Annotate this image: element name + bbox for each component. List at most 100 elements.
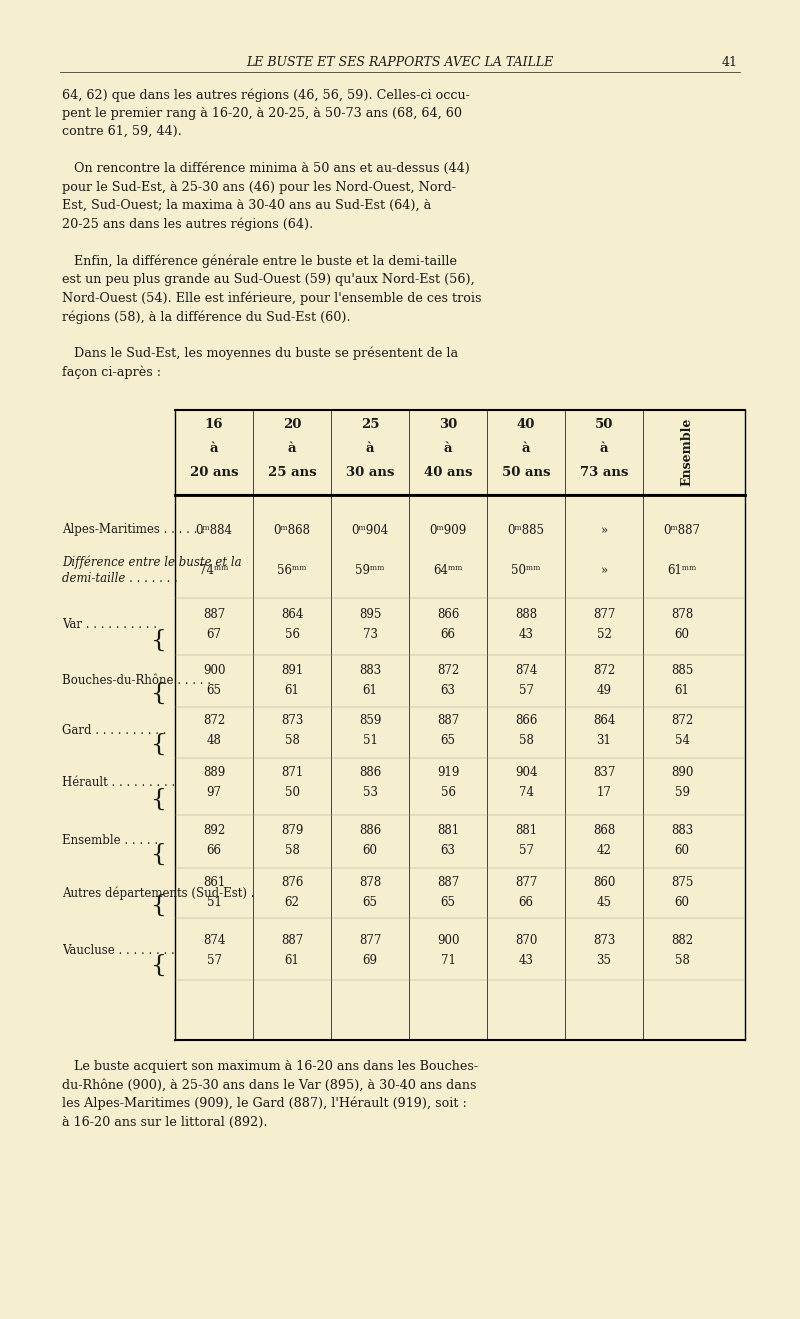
Text: façon ci-après :: façon ci-après : xyxy=(62,365,161,379)
Text: à: à xyxy=(444,442,452,455)
Text: est un peu plus grande au Sud-Ouest (59) qu'aux Nord-Est (56),: est un peu plus grande au Sud-Ouest (59)… xyxy=(62,273,474,286)
Text: 883: 883 xyxy=(359,663,381,677)
Text: régions (58), à la différence du Sud-Est (60).: régions (58), à la différence du Sud-Est… xyxy=(62,310,350,323)
Text: 31: 31 xyxy=(597,733,611,747)
Text: 864: 864 xyxy=(593,714,615,727)
Text: 65: 65 xyxy=(362,897,378,910)
Text: 61: 61 xyxy=(674,683,690,696)
Text: 50: 50 xyxy=(285,786,299,799)
Text: 50 ans: 50 ans xyxy=(502,467,550,480)
Text: 57: 57 xyxy=(206,954,222,967)
Text: 877: 877 xyxy=(359,934,381,947)
Text: 887: 887 xyxy=(203,608,225,621)
Text: 25 ans: 25 ans xyxy=(268,467,316,480)
Text: à: à xyxy=(366,442,374,455)
Text: 860: 860 xyxy=(593,877,615,889)
Text: 874: 874 xyxy=(203,934,225,947)
Text: 886: 886 xyxy=(359,823,381,836)
Text: 43: 43 xyxy=(518,954,534,967)
Text: {: { xyxy=(151,682,167,704)
Text: 56: 56 xyxy=(441,786,455,799)
Text: 42: 42 xyxy=(597,843,611,856)
Text: 30: 30 xyxy=(439,418,457,431)
Text: Bouches-du-Rhône . . . . .: Bouches-du-Rhône . . . . . xyxy=(62,674,211,686)
Text: 63: 63 xyxy=(441,843,455,856)
Text: à: à xyxy=(288,442,296,455)
Text: 0ᵐ885: 0ᵐ885 xyxy=(507,524,545,537)
Text: 878: 878 xyxy=(359,877,381,889)
Text: {: { xyxy=(151,894,167,917)
Text: 877: 877 xyxy=(515,877,537,889)
Text: 64, 62) que dans les autres régions (46, 56, 59). Celles-ci occu-: 64, 62) que dans les autres régions (46,… xyxy=(62,88,470,102)
Text: 62: 62 xyxy=(285,897,299,910)
Text: 61: 61 xyxy=(362,683,378,696)
Text: 61: 61 xyxy=(285,954,299,967)
Text: 71: 71 xyxy=(441,954,455,967)
Text: 0ᵐ884: 0ᵐ884 xyxy=(195,524,233,537)
Text: 97: 97 xyxy=(206,786,222,799)
Text: 25: 25 xyxy=(361,418,379,431)
Text: 58: 58 xyxy=(518,733,534,747)
Text: 891: 891 xyxy=(281,663,303,677)
Text: à: à xyxy=(210,442,218,455)
Text: LE BUSTE ET SES RAPPORTS AVEC LA TAILLE: LE BUSTE ET SES RAPPORTS AVEC LA TAILLE xyxy=(246,55,554,69)
Text: 74ᵐᵐ: 74ᵐᵐ xyxy=(199,563,229,576)
Text: 874: 874 xyxy=(515,663,537,677)
Text: 54: 54 xyxy=(674,733,690,747)
Text: 60: 60 xyxy=(674,897,690,910)
Text: 875: 875 xyxy=(671,877,693,889)
Text: 49: 49 xyxy=(597,683,611,696)
Text: 872: 872 xyxy=(593,663,615,677)
Text: 65: 65 xyxy=(441,733,455,747)
Text: 65: 65 xyxy=(441,897,455,910)
Text: 861: 861 xyxy=(203,877,225,889)
Text: {: { xyxy=(151,787,167,810)
Text: 56ᵐᵐ: 56ᵐᵐ xyxy=(278,563,306,576)
Text: 878: 878 xyxy=(671,608,693,621)
Text: 53: 53 xyxy=(362,786,378,799)
Text: 871: 871 xyxy=(281,766,303,780)
Text: 60: 60 xyxy=(674,628,690,641)
Text: 885: 885 xyxy=(671,663,693,677)
Text: 879: 879 xyxy=(281,823,303,836)
Text: 887: 887 xyxy=(437,714,459,727)
Text: {: { xyxy=(151,628,167,652)
Text: 900: 900 xyxy=(437,934,459,947)
Text: 859: 859 xyxy=(359,714,381,727)
Text: {: { xyxy=(151,732,167,756)
Text: 873: 873 xyxy=(593,934,615,947)
Text: 58: 58 xyxy=(285,843,299,856)
Text: 60: 60 xyxy=(674,843,690,856)
Text: 20 ans: 20 ans xyxy=(190,467,238,480)
Text: 837: 837 xyxy=(593,766,615,780)
Text: 66: 66 xyxy=(441,628,455,641)
Text: 881: 881 xyxy=(437,823,459,836)
Text: 881: 881 xyxy=(515,823,537,836)
Text: 59ᵐᵐ: 59ᵐᵐ xyxy=(355,563,385,576)
Text: 43: 43 xyxy=(518,628,534,641)
Text: 52: 52 xyxy=(597,628,611,641)
Text: 66: 66 xyxy=(206,843,222,856)
Text: 45: 45 xyxy=(597,897,611,910)
Text: 890: 890 xyxy=(671,766,693,780)
Text: Dans le Sud-Est, les moyennes du buste se présentent de la: Dans le Sud-Est, les moyennes du buste s… xyxy=(62,347,458,360)
Text: pent le premier rang à 16-20, à 20-25, à 50-73 ans (68, 64, 60: pent le premier rang à 16-20, à 20-25, à… xyxy=(62,107,462,120)
Text: 886: 886 xyxy=(359,766,381,780)
Text: 64ᵐᵐ: 64ᵐᵐ xyxy=(434,563,462,576)
Text: 0ᵐ909: 0ᵐ909 xyxy=(430,524,466,537)
Text: 870: 870 xyxy=(515,934,537,947)
Text: »: » xyxy=(600,524,608,537)
Text: 904: 904 xyxy=(514,766,538,780)
Text: 887: 887 xyxy=(437,877,459,889)
Text: 48: 48 xyxy=(206,733,222,747)
Text: contre 61, 59, 44).: contre 61, 59, 44). xyxy=(62,125,182,138)
Text: 61: 61 xyxy=(285,683,299,696)
Text: On rencontre la différence minima à 50 ans et au-dessus (44): On rencontre la différence minima à 50 a… xyxy=(62,162,470,175)
Text: 40 ans: 40 ans xyxy=(424,467,472,480)
Text: 866: 866 xyxy=(437,608,459,621)
Text: Enfin, la différence générale entre le buste et la demi-taille: Enfin, la différence générale entre le b… xyxy=(62,255,457,268)
Text: 56: 56 xyxy=(285,628,299,641)
Text: 882: 882 xyxy=(671,934,693,947)
Text: Différence entre le buste et la: Différence entre le buste et la xyxy=(62,555,242,568)
Text: 58: 58 xyxy=(674,954,690,967)
